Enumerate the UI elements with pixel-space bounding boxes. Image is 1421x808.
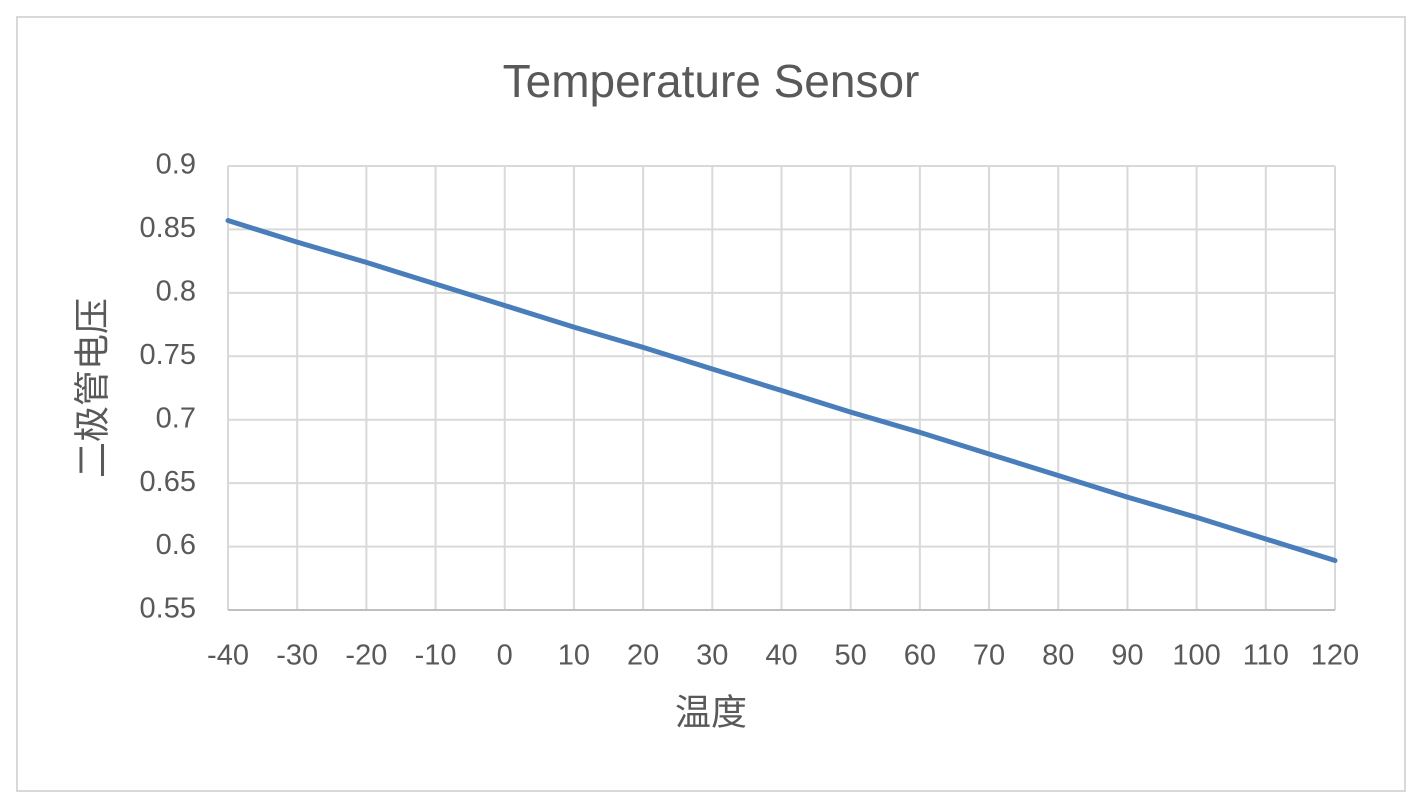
y-tick-label: 0.7 — [156, 402, 196, 434]
x-tick-label: 10 — [558, 640, 590, 672]
y-tick-label: 0.9 — [156, 149, 196, 181]
y-tick-label: 0.75 — [140, 339, 196, 371]
x-tick-label: 40 — [765, 640, 797, 672]
x-tick-label: -40 — [207, 640, 249, 672]
x-tick-label: 120 — [1311, 640, 1359, 672]
y-tick-label: 0.6 — [156, 529, 196, 561]
x-tick-label: 70 — [973, 640, 1005, 672]
x-tick-label: 110 — [1243, 640, 1289, 672]
x-tick-label: 80 — [1042, 640, 1074, 672]
x-tick-label: 20 — [627, 640, 659, 672]
x-axis-label: 温度 — [675, 692, 747, 733]
y-tick-label: 0.8 — [156, 276, 196, 308]
chart-border — [16, 16, 1406, 792]
data-line — [225, 218, 1338, 564]
x-tick-label: 100 — [1172, 640, 1220, 672]
y-axis-label: 二极管电压 — [72, 298, 113, 478]
x-tick-label: -10 — [415, 640, 457, 672]
x-tick-label: 60 — [904, 640, 936, 672]
chart-title: Temperature Sensor — [503, 55, 920, 107]
x-tick-label: 50 — [835, 640, 867, 672]
x-tick-label: 0 — [497, 640, 513, 672]
y-tick-label: 0.85 — [140, 212, 196, 244]
x-tick-label: 30 — [696, 640, 728, 672]
x-tick-label: -20 — [345, 640, 387, 672]
y-tick-label: 0.55 — [140, 593, 196, 625]
x-tick-label: -30 — [276, 640, 318, 672]
y-tick-label: 0.65 — [140, 466, 196, 498]
x-tick-label: 90 — [1111, 640, 1143, 672]
